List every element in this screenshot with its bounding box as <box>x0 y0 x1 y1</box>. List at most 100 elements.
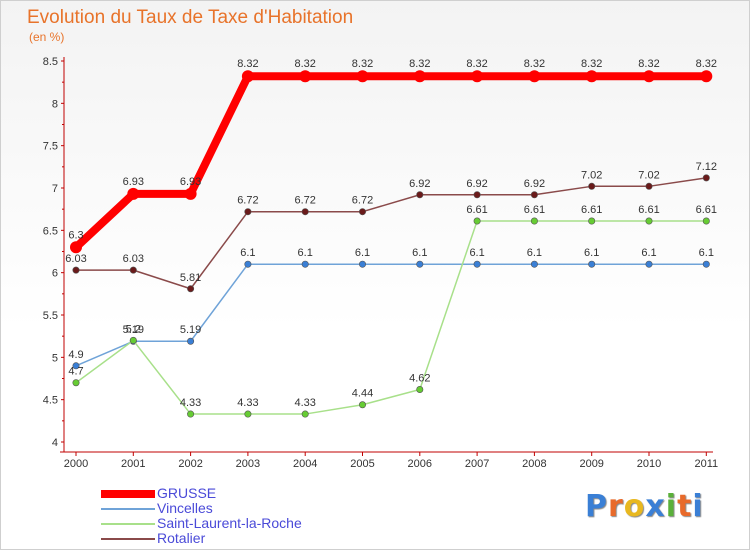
data-point <box>301 260 309 268</box>
legend-swatch <box>101 507 155 510</box>
y-tick-label: 7 <box>52 183 58 195</box>
data-label: 7.02 <box>581 169 602 181</box>
data-point <box>702 260 710 268</box>
chart-subtitle: (en %) <box>29 30 65 44</box>
data-label: 5.19 <box>180 324 201 336</box>
data-point <box>358 260 366 268</box>
data-label: 6.03 <box>123 253 144 265</box>
data-point <box>528 70 541 83</box>
data-label: 6.1 <box>699 247 714 259</box>
data-label: 6.1 <box>527 247 542 259</box>
data-point <box>416 191 424 199</box>
data-point <box>187 410 195 418</box>
legend-swatch <box>101 489 155 498</box>
x-tick-label: 2003 <box>236 458 260 470</box>
data-label: 6.1 <box>355 247 370 259</box>
x-tick-label: 2006 <box>408 458 432 470</box>
data-label: 8.32 <box>294 58 315 70</box>
data-point <box>413 70 426 83</box>
data-label: 6.3 <box>68 229 83 241</box>
legend-label: Vincelles <box>157 500 213 516</box>
legend-label: Rotalier <box>157 530 206 546</box>
data-point <box>473 191 481 199</box>
data-label: 6.61 <box>581 204 602 216</box>
x-tick-label: 2010 <box>637 458 661 470</box>
data-label: 4.9 <box>68 349 83 361</box>
y-tick-label: 6 <box>52 268 58 280</box>
data-point <box>702 174 710 182</box>
data-label: 6.93 <box>180 176 201 188</box>
data-label: 8.32 <box>466 58 487 70</box>
data-point <box>530 217 538 225</box>
data-label: 8.32 <box>696 58 717 70</box>
data-label: 8.32 <box>524 58 545 70</box>
legend-item: Rotalier <box>101 531 205 546</box>
x-tick-label: 2009 <box>579 458 603 470</box>
data-label: 6.1 <box>641 247 656 259</box>
data-label: 6.72 <box>352 195 373 207</box>
x-tick-label: 2001 <box>121 458 145 470</box>
data-point <box>588 260 596 268</box>
data-label: 5.81 <box>180 272 201 284</box>
data-point <box>129 336 137 344</box>
y-tick-label: 4 <box>52 437 58 449</box>
data-point <box>72 362 80 370</box>
x-tick-label: 2000 <box>64 458 88 470</box>
data-point <box>187 337 195 345</box>
data-point <box>588 182 596 190</box>
y-tick-label: 8 <box>52 98 58 110</box>
proxiti-logo: Proxiti <box>585 489 704 524</box>
data-point <box>244 410 252 418</box>
data-point <box>244 260 252 268</box>
y-tick-label: 7.5 <box>43 141 58 153</box>
data-point <box>244 208 252 216</box>
data-point <box>416 260 424 268</box>
legend-swatch <box>101 522 155 525</box>
y-tick-label: 5 <box>52 352 58 364</box>
x-tick-label: 2004 <box>293 458 317 470</box>
x-tick-label: 2008 <box>522 458 546 470</box>
data-label: 4.62 <box>409 373 430 385</box>
data-point <box>700 70 713 83</box>
data-point <box>301 208 309 216</box>
data-label: 6.03 <box>65 253 86 265</box>
x-tick-label: 2011 <box>694 458 718 470</box>
data-label: 8.32 <box>237 58 258 70</box>
x-tick-label: 2005 <box>350 458 374 470</box>
data-label: 6.72 <box>237 195 258 207</box>
y-tick-label: 8.5 <box>43 56 58 68</box>
data-label: 6.92 <box>524 178 545 190</box>
data-label: 6.1 <box>240 247 255 259</box>
y-tick-label: 4.5 <box>43 395 58 407</box>
series-line-saint-laurent-la-roche <box>75 220 707 415</box>
data-label: 6.92 <box>409 178 430 190</box>
data-label: 6.1 <box>469 247 484 259</box>
series-line-rotalier <box>76 177 707 290</box>
x-tick-label: 2007 <box>465 458 489 470</box>
data-point <box>702 217 710 225</box>
data-label: 5.2 <box>126 323 141 335</box>
series-line-grusse <box>73 72 707 251</box>
data-point <box>473 260 481 268</box>
data-point <box>70 241 82 254</box>
data-label: 4.44 <box>352 388 373 400</box>
data-point <box>645 260 653 268</box>
data-point <box>358 208 366 216</box>
data-label: 8.32 <box>409 58 430 70</box>
data-point <box>301 410 309 418</box>
legend-item: GRUSSE <box>101 486 216 501</box>
data-label: 8.32 <box>581 58 602 70</box>
data-point <box>127 187 140 200</box>
data-point <box>588 217 596 225</box>
series-line-vincelles <box>75 263 707 367</box>
data-label: 6.61 <box>638 204 659 216</box>
data-point <box>241 70 254 83</box>
data-point <box>416 386 424 394</box>
data-point <box>187 285 195 293</box>
data-label: 6.1 <box>298 247 313 259</box>
legend-item: Vincelles <box>101 501 213 516</box>
legend-label: Saint-Laurent-la-Roche <box>157 515 302 531</box>
data-label: 7.12 <box>696 161 717 173</box>
data-point <box>585 70 598 83</box>
